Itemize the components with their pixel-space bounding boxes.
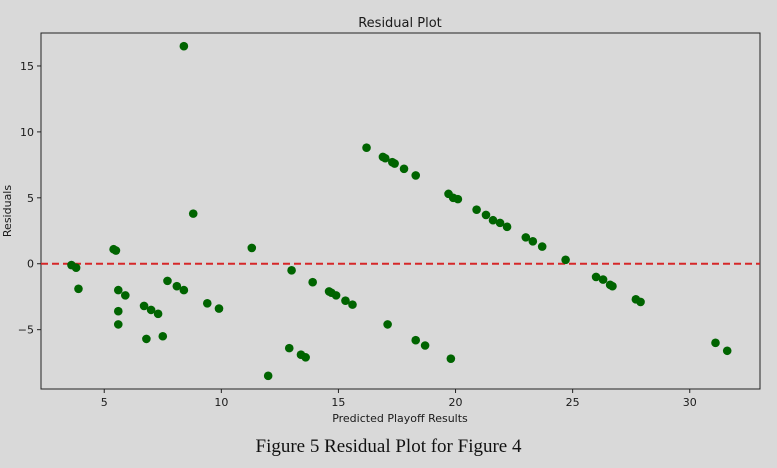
data-point: [711, 338, 720, 348]
residual-plot-chart: −5 0 5 10 15 5 10 15 20 25 30 Residual Plot Predi…: [1, 16, 761, 425]
data-point: [598, 275, 608, 284]
data-point: [383, 320, 392, 329]
data-point: [153, 309, 163, 319]
data-point: [287, 266, 296, 275]
data-point: [521, 233, 531, 242]
y-tick-label: 15: [20, 60, 34, 73]
data-point: [331, 291, 341, 300]
data-point: [202, 298, 212, 308]
x-tick-label: 20: [449, 396, 463, 409]
data-point: [399, 164, 409, 174]
data-point: [348, 300, 357, 309]
data-point: [561, 255, 570, 265]
data-point: [113, 306, 123, 316]
data-point: [146, 305, 156, 315]
x-tick-label: 5: [101, 396, 108, 409]
data-point: [111, 246, 121, 255]
data-point: [362, 143, 371, 153]
figure-caption: Figure 5 Residual Plot for Figure 4: [255, 436, 522, 457]
data-point: [722, 346, 732, 356]
data-point: [158, 331, 168, 341]
data-point: [139, 301, 149, 311]
data-point: [453, 194, 463, 204]
y-tick-label: 5: [27, 192, 34, 205]
data-point: [113, 320, 123, 329]
x-axis-ticks: 5 10 15 20 25 30: [101, 389, 697, 409]
data-point: [214, 304, 224, 313]
chart-title: Residual Plot: [358, 16, 442, 31]
data-point: [472, 205, 481, 214]
data-point: [308, 277, 317, 287]
data-point: [172, 281, 182, 291]
data-point: [502, 222, 512, 232]
x-tick-label: 15: [331, 396, 345, 409]
data-point: [179, 41, 189, 51]
data-point: [71, 263, 81, 272]
data-point: [341, 296, 350, 305]
data-point: [301, 353, 310, 362]
data-point: [481, 210, 491, 220]
y-axis-label: Residuals: [1, 185, 14, 237]
data-point: [284, 343, 294, 353]
data-point: [263, 371, 273, 381]
plot-area: [40, 32, 761, 390]
data-point: [142, 334, 151, 344]
x-axis-label: Predicted Playoff Results: [332, 412, 468, 425]
y-tick-label: 0: [27, 258, 34, 271]
y-tick-label: −5: [18, 324, 34, 337]
data-point: [179, 285, 189, 295]
data-point: [528, 237, 538, 246]
data-point: [380, 153, 390, 163]
data-point: [495, 218, 505, 228]
data-point: [446, 354, 456, 363]
data-point: [247, 243, 257, 253]
x-tick-label: 10: [214, 396, 228, 409]
data-point: [636, 297, 645, 307]
data-points: [67, 41, 732, 381]
data-point: [537, 242, 547, 251]
data-point: [121, 291, 130, 300]
data-point: [411, 171, 421, 180]
data-point: [74, 284, 83, 294]
data-point: [390, 159, 399, 168]
data-point: [420, 341, 430, 350]
x-tick-label: 30: [683, 396, 697, 409]
data-point: [188, 209, 198, 218]
data-point: [113, 285, 123, 295]
data-point: [411, 335, 421, 345]
x-tick-label: 25: [566, 396, 580, 409]
y-tick-label: 10: [20, 126, 34, 139]
data-point: [488, 215, 498, 225]
data-point: [163, 276, 172, 286]
data-point: [608, 281, 617, 291]
y-axis-ticks: −5 0 5 10 15: [18, 60, 41, 337]
data-point: [591, 272, 601, 282]
